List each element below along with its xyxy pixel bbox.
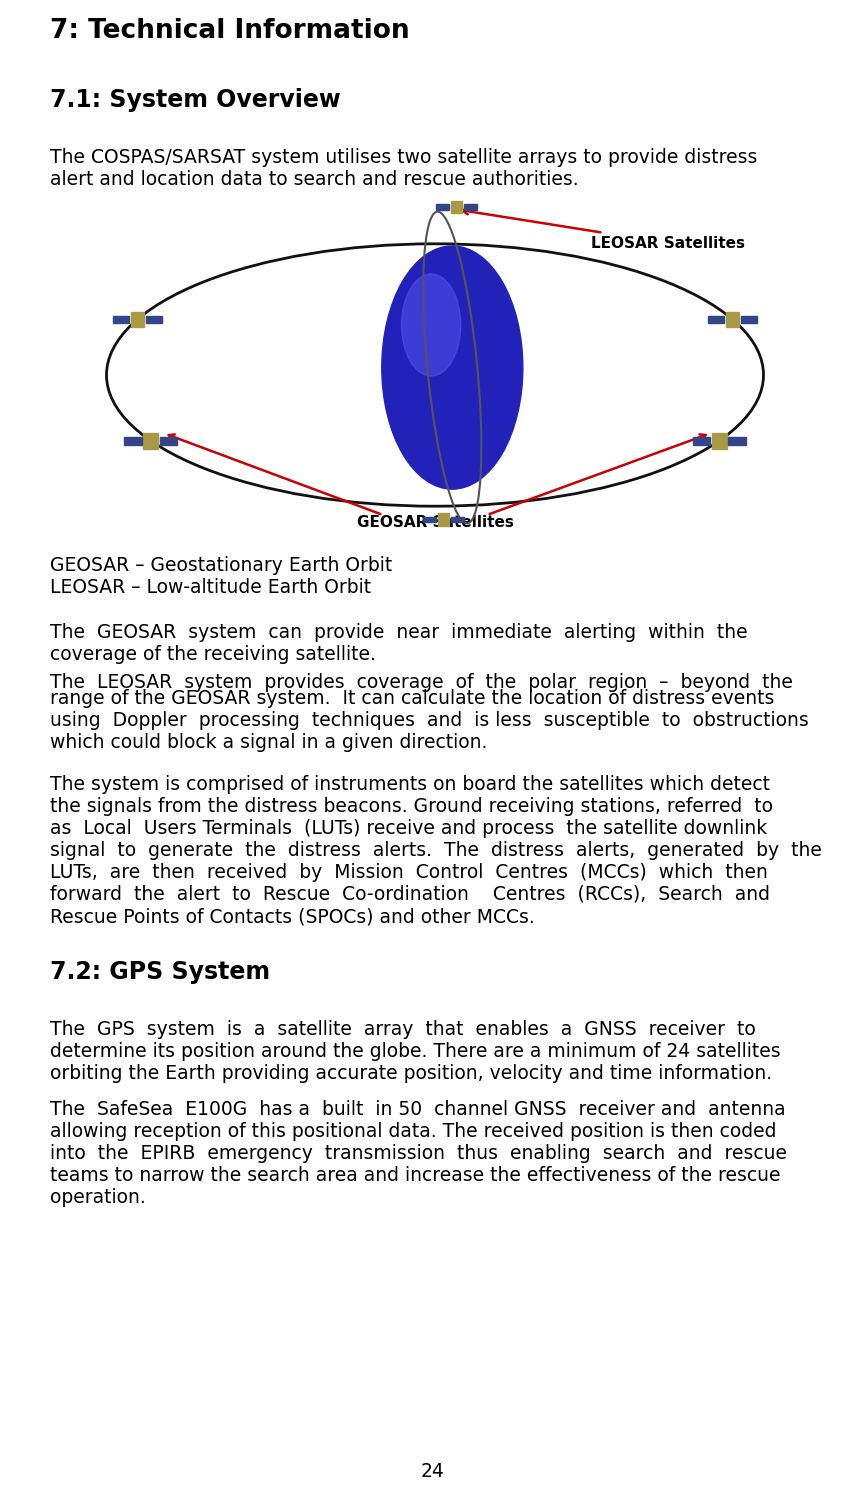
Bar bbox=[436, 205, 449, 211]
Text: coverage of the receiving satellite.: coverage of the receiving satellite. bbox=[50, 645, 376, 664]
Text: which could block a signal in a given direction.: which could block a signal in a given di… bbox=[50, 733, 488, 752]
Bar bbox=[741, 317, 757, 322]
Text: using  Doppler  processing  techniques  and  is less  susceptible  to  obstructi: using Doppler processing techniques and … bbox=[50, 711, 809, 730]
Bar bbox=[438, 514, 449, 526]
Text: The COSPAS/SARSAT system utilises two satellite arrays to provide distress: The COSPAS/SARSAT system utilises two sa… bbox=[50, 148, 758, 167]
Text: the signals from the distress beacons. Ground receiving stations, referred  to: the signals from the distress beacons. G… bbox=[50, 797, 773, 817]
Text: The  GEOSAR  system  can  provide  near  immediate  alerting  within  the: The GEOSAR system can provide near immed… bbox=[50, 623, 748, 642]
Text: 24: 24 bbox=[421, 1462, 445, 1481]
Bar bbox=[728, 436, 746, 445]
Bar bbox=[712, 433, 727, 449]
Text: LEOSAR Satellites: LEOSAR Satellites bbox=[462, 208, 745, 251]
Text: Rescue Points of Contacts (SPOCs) and other MCCs.: Rescue Points of Contacts (SPOCs) and ot… bbox=[50, 908, 535, 926]
Bar bbox=[423, 517, 436, 523]
Text: The  SafeSea  E100G  has a  built  in 50  channel GNSS  receiver and  antenna: The SafeSea E100G has a built in 50 chan… bbox=[50, 1100, 785, 1118]
Text: as  Local  Users Terminals  (LUTs) receive and process  the satellite downlink: as Local Users Terminals (LUTs) receive … bbox=[50, 820, 767, 838]
Bar bbox=[124, 436, 141, 445]
Text: signal  to  generate  the  distress  alerts.  The  distress  alerts,  generated : signal to generate the distress alerts. … bbox=[50, 841, 822, 860]
Bar bbox=[451, 202, 462, 213]
Bar bbox=[143, 433, 158, 449]
Bar bbox=[708, 317, 724, 322]
Circle shape bbox=[402, 273, 461, 376]
Text: LEOSAR – Low-altitude Earth Orbit: LEOSAR – Low-altitude Earth Orbit bbox=[50, 578, 372, 597]
Text: alert and location data to search and rescue authorities.: alert and location data to search and re… bbox=[50, 170, 578, 190]
Bar bbox=[131, 312, 144, 327]
Text: The  LEOSAR  system  provides  coverage  of  the  polar  region  –  beyond  the: The LEOSAR system provides coverage of t… bbox=[50, 673, 793, 691]
Text: into  the  EPIRB  emergency  transmission  thus  enabling  search  and  rescue: into the EPIRB emergency transmission th… bbox=[50, 1144, 787, 1163]
Text: operation.: operation. bbox=[50, 1188, 146, 1206]
Text: orbiting the Earth providing accurate position, velocity and time information.: orbiting the Earth providing accurate po… bbox=[50, 1065, 772, 1082]
Text: The  GPS  system  is  a  satellite  array  that  enables  a  GNSS  receiver  to: The GPS system is a satellite array that… bbox=[50, 1020, 756, 1039]
Bar bbox=[451, 517, 464, 523]
Bar bbox=[693, 436, 710, 445]
Text: LUTs,  are  then  received  by  Mission  Control  Centres  (MCCs)  which  then: LUTs, are then received by Mission Contr… bbox=[50, 863, 768, 882]
Bar bbox=[464, 205, 477, 211]
Text: GEOSAR – Geostationary Earth Orbit: GEOSAR – Geostationary Earth Orbit bbox=[50, 555, 392, 575]
Text: allowing reception of this positional data. The received position is then coded: allowing reception of this positional da… bbox=[50, 1123, 777, 1141]
Bar bbox=[113, 317, 129, 322]
Text: range of the GEOSAR system.  It can calculate the location of distress events: range of the GEOSAR system. It can calcu… bbox=[50, 688, 774, 708]
Bar bbox=[145, 317, 162, 322]
Circle shape bbox=[382, 246, 523, 490]
Bar bbox=[159, 436, 178, 445]
Text: teams to narrow the search area and increase the effectiveness of the rescue: teams to narrow the search area and incr… bbox=[50, 1166, 781, 1185]
Text: determine its position around the globe. There are a minimum of 24 satellites: determine its position around the globe.… bbox=[50, 1042, 781, 1062]
Text: forward  the  alert  to  Rescue  Co-ordination    Centres  (RCCs),  Search  and: forward the alert to Rescue Co-ordinatio… bbox=[50, 885, 770, 903]
Text: 7.2: GPS System: 7.2: GPS System bbox=[50, 960, 270, 984]
Text: The system is comprised of instruments on board the satellites which detect: The system is comprised of instruments o… bbox=[50, 775, 770, 794]
Text: GEOSAR Satellites: GEOSAR Satellites bbox=[357, 515, 514, 530]
Text: 7.1: System Overview: 7.1: System Overview bbox=[50, 88, 341, 112]
Bar bbox=[726, 312, 740, 327]
Text: 7: Technical Information: 7: Technical Information bbox=[50, 18, 410, 43]
